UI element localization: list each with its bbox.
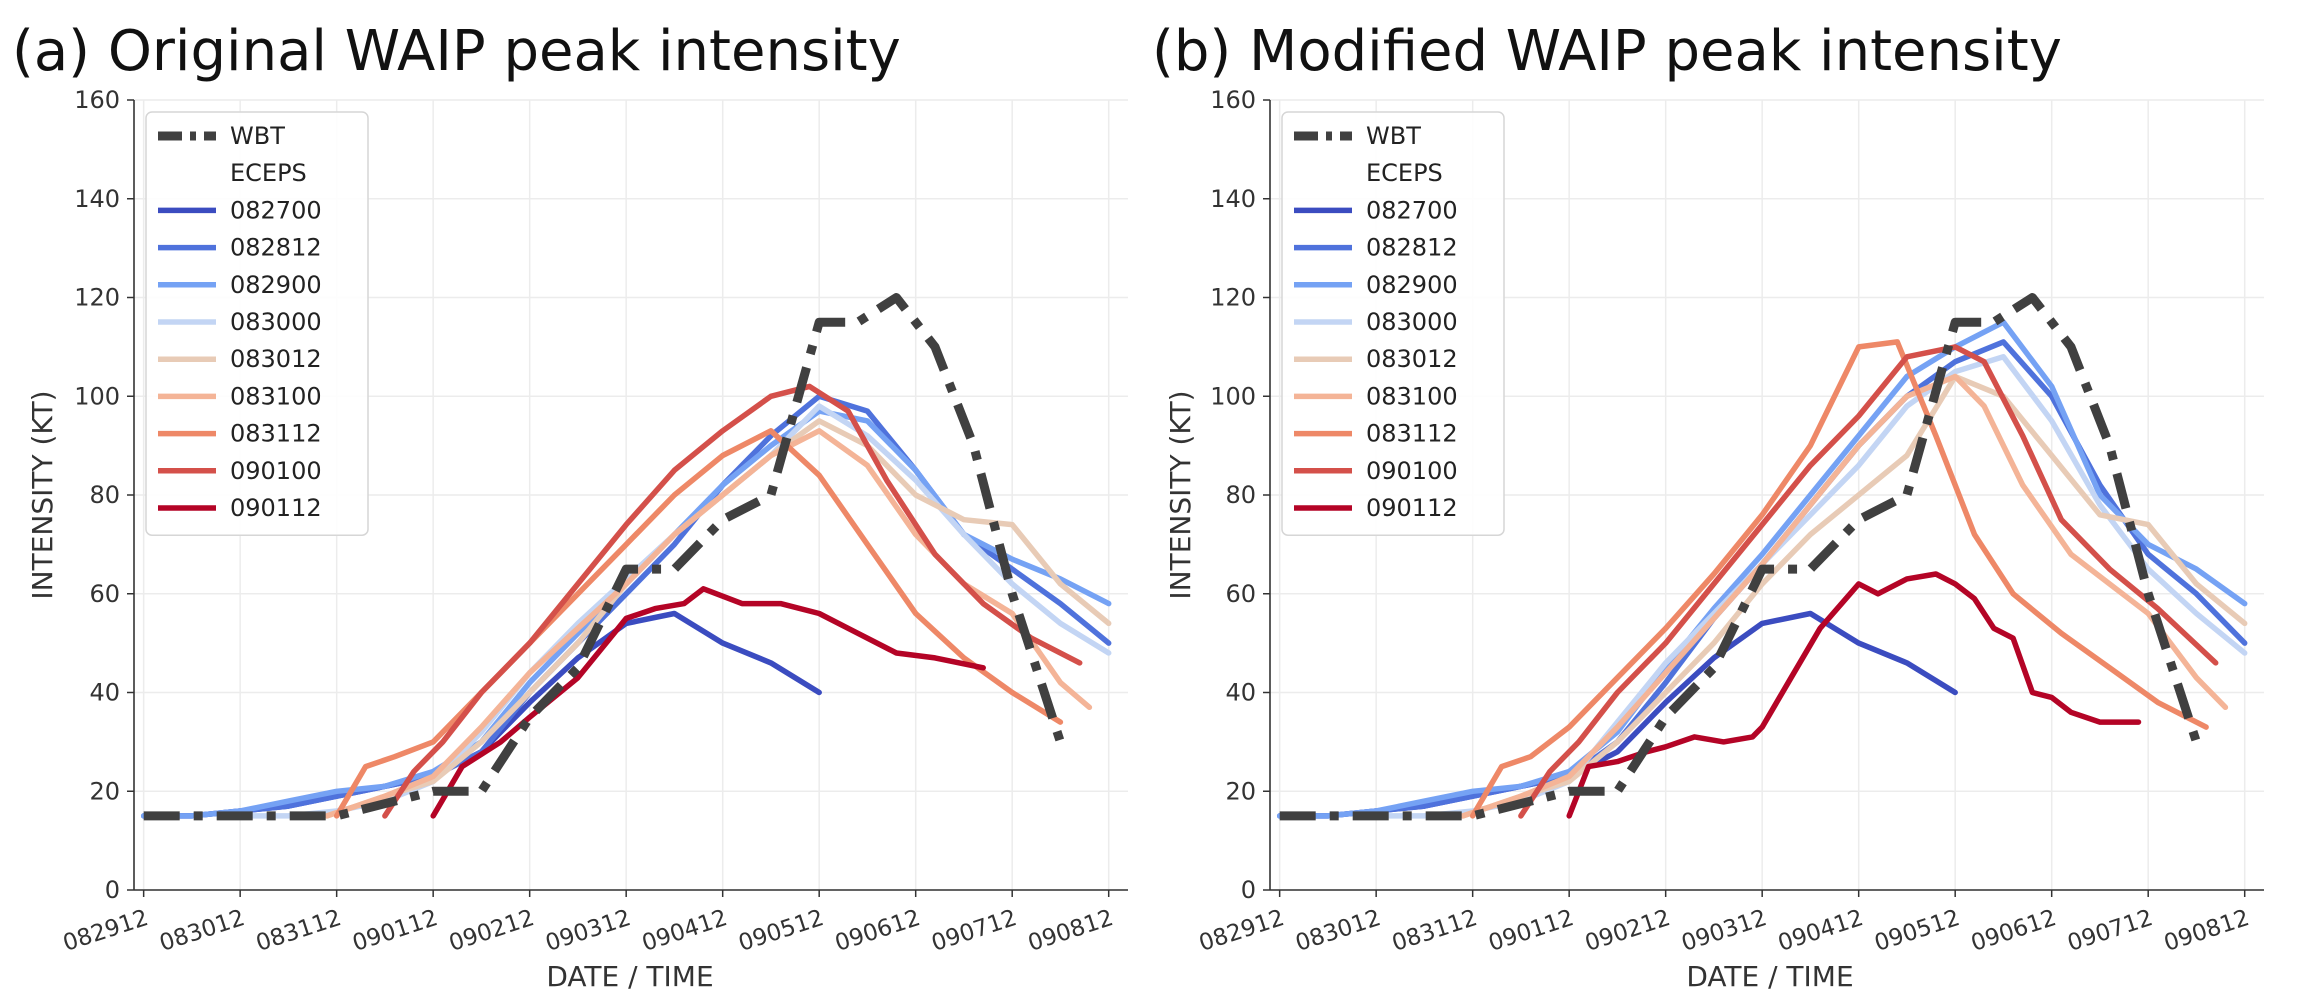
- panel-b-series-line-090112: [1566, 571, 2142, 819]
- panel-a-ytick-label: 120: [74, 284, 120, 312]
- panel-a-legend-label: 083112: [230, 420, 322, 448]
- panel-a-series-line-083100: [324, 428, 1093, 819]
- panel-a-title: (a) Original WAIP peak intensity: [12, 19, 901, 84]
- panel-a-legend-label: 083100: [230, 382, 322, 410]
- panel-b-legend-header: ECEPS: [1366, 159, 1443, 187]
- panel-a-ytick-label: 0: [105, 876, 120, 904]
- panel-a-legend-label: 090112: [230, 494, 322, 522]
- panel-b-legend-label: 083100: [1366, 382, 1458, 410]
- panel-a-xtick-label: 090512: [735, 905, 827, 957]
- panel-b-xtick-label: 082912: [1196, 905, 1288, 957]
- panel-a-legend-label: WBT: [230, 122, 285, 150]
- panel-b-series-line-083112: [1469, 339, 2209, 819]
- panel-b-series-line-082900: [1276, 319, 2248, 819]
- panel-a-xtick-label: 090712: [928, 905, 1020, 957]
- panel-b-ytick-label: 0: [1241, 876, 1256, 904]
- panel-b-legend-label: 082812: [1366, 234, 1458, 262]
- panel-b-xtick-label: 090312: [1678, 905, 1770, 957]
- panel-b-legend-label: 090112: [1366, 494, 1458, 522]
- panel-b-legend-label: WBT: [1366, 122, 1421, 150]
- panel-a-xtick-label: 090212: [446, 905, 538, 957]
- panel-b-ytick-label: 100: [1210, 382, 1256, 410]
- panel-a-ytick-label: 80: [89, 481, 120, 509]
- panel-b-y-ticks: 0 20 40 60 80 100 120 140 160: [1210, 86, 1270, 904]
- panel-a-x-ticks: 082912 083012 083112 090112 090212 090312 0904…: [60, 890, 1117, 957]
- panel-b-series: [1276, 293, 2248, 821]
- panel-a-ytick-label: 140: [74, 185, 120, 213]
- panel-b-xtick-label: 090412: [1775, 905, 1867, 957]
- panel-a-legend-label: 083012: [230, 345, 322, 373]
- panel-a-xtick-label: 090612: [832, 905, 924, 957]
- panel-a-y-ticks: 0 20 40 60 80 100 120 140 160: [74, 86, 134, 904]
- panel-a-series-line-090112: [430, 586, 986, 819]
- panel-a-series-line-083012: [324, 418, 1112, 819]
- panel-a-legend-label: 082812: [230, 234, 322, 262]
- panel-b-legend-label: 083000: [1366, 308, 1458, 336]
- panel-a-y-label: INTENSITY (KT): [26, 390, 59, 599]
- panel-b-legend-label: 083012: [1366, 345, 1458, 373]
- panel-b-x-label: DATE / TIME: [1686, 960, 1853, 993]
- panel-a-ytick-label: 60: [89, 580, 120, 608]
- panel-a-xtick-label: 082912: [60, 905, 152, 957]
- panel-b-xtick-label: 083012: [1292, 905, 1384, 957]
- panel-a-legend-label: 082900: [230, 271, 322, 299]
- panel-b-ytick-label: 80: [1225, 481, 1256, 509]
- panel-a-legend-label: 082700: [230, 196, 322, 224]
- panel-a-xtick-label: 090812: [1025, 905, 1117, 957]
- panel-a-legend-header: ECEPS: [230, 159, 307, 187]
- panel-a-series-line-083112: [333, 428, 1064, 819]
- panel-a-xtick-label: 090412: [639, 905, 731, 957]
- panel-b-ytick-label: 140: [1210, 185, 1256, 213]
- panel-b-xtick-label: 090512: [1871, 905, 1963, 957]
- panel-a-legend-box: [145, 111, 369, 536]
- panel-a-xtick-label: 083112: [253, 905, 345, 957]
- panel-a-series-line-090100: [382, 383, 1083, 819]
- panel-b-xtick-label: 090212: [1582, 905, 1674, 957]
- panel-b-xtick-label: 090812: [2161, 905, 2253, 957]
- panel-a-ytick-label: 160: [74, 86, 120, 114]
- panel-b: (b) Modified WAIP peak intensity 0 20 40 60…: [1152, 19, 2264, 993]
- panel-a-xtick-label: 083012: [156, 905, 248, 957]
- panel-a-xtick-label: 090112: [349, 905, 441, 957]
- panel-b-series-line-083100: [1460, 373, 2229, 819]
- panel-b-series-line-083012: [1460, 373, 2248, 819]
- panel-a-x-label: DATE / TIME: [546, 960, 713, 993]
- panel-a-ytick-label: 100: [74, 382, 120, 410]
- panel-a-series: [140, 293, 1112, 821]
- panel-b-xtick-label: 090612: [1968, 905, 2060, 957]
- panel-b-title: (b) Modified WAIP peak intensity: [1152, 19, 2062, 84]
- panel-a-legend: WBT ECEPS 082700 082812 082900 083000 083012 08…: [145, 111, 369, 536]
- panel-b-legend-box: [1281, 111, 1505, 536]
- panel-a-legend-label: 083000: [230, 308, 322, 336]
- panel-b-legend-label: 090100: [1366, 457, 1458, 485]
- panel-a-legend-label: 090100: [230, 457, 322, 485]
- panel-b-legend-label: 082900: [1366, 271, 1458, 299]
- panel-b-legend: WBT ECEPS 082700 082812 082900 083000 083012 08…: [1281, 111, 1505, 536]
- panel-b-ytick-label: 120: [1210, 284, 1256, 312]
- panel-a-xtick-label: 090312: [542, 905, 634, 957]
- panel-b-xtick-label: 090712: [2064, 905, 2156, 957]
- panel-b-series-line-wbt: [1279, 293, 2201, 821]
- panel-b-legend-label: 082700: [1366, 196, 1458, 224]
- panel-b-series-line-090100: [1518, 344, 2219, 819]
- panel-b-x-ticks: 082912 083012 083112 090112 090212 090312 0904…: [1196, 890, 2253, 957]
- panel-b-y-label: INTENSITY (KT): [1164, 390, 1197, 599]
- panel-a-ytick-label: 20: [89, 777, 120, 805]
- panel-b-xtick-label: 083112: [1389, 905, 1481, 957]
- panel-a-series-line-wbt: [143, 293, 1065, 821]
- panel-b-xtick-label: 090112: [1485, 905, 1577, 957]
- panel-a-ytick-label: 40: [89, 679, 120, 707]
- panel-b-ytick-label: 160: [1210, 86, 1256, 114]
- panel-b-ytick-label: 60: [1225, 580, 1256, 608]
- panel-a: (a) Original WAIP peak intensity 0 20 40 60…: [12, 19, 1128, 993]
- panel-b-ytick-label: 20: [1225, 777, 1256, 805]
- panel-b-ytick-label: 40: [1225, 679, 1256, 707]
- panel-b-legend-label: 083112: [1366, 420, 1458, 448]
